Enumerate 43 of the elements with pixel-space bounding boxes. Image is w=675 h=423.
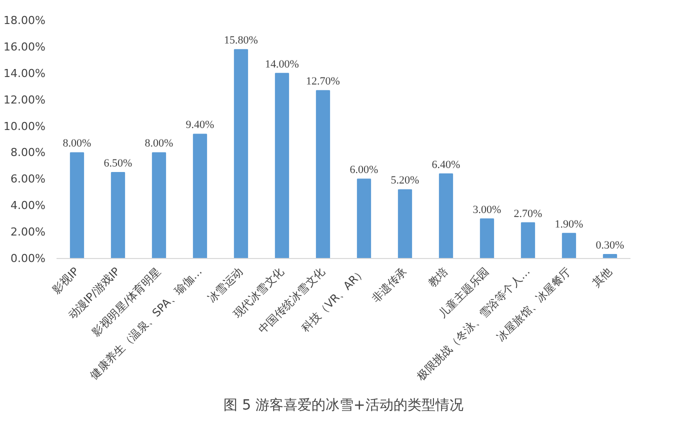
bar [316, 90, 330, 258]
y-tick-label: 18.00% [4, 14, 46, 27]
bar [398, 189, 412, 258]
bar [110, 172, 126, 258]
data-label: 15.80% [224, 34, 258, 47]
bar [562, 232, 576, 258]
bar [70, 152, 84, 258]
y-tick-label: 0.00% [10, 252, 46, 265]
caption: 图 5 游客喜爱的冰雪+活动的类型情况 [224, 398, 464, 414]
y-tick-label: 4.00% [10, 199, 46, 212]
data-label: 0.30% [596, 240, 624, 252]
data-label: 9.40% [186, 119, 214, 132]
y-tick-label: 10.00% [4, 120, 46, 133]
x-tick-label: 教培 [426, 264, 451, 290]
data-label: 12.70% [306, 76, 340, 88]
x-tick-label: 影视IP [50, 264, 82, 297]
bar [602, 254, 618, 258]
bar [152, 152, 166, 258]
bar [234, 49, 248, 258]
x-tick-label: 非遗传承 [369, 264, 410, 306]
y-tick-label: 12.00% [4, 93, 46, 106]
bar [480, 218, 494, 258]
data-label: 8.00% [144, 138, 174, 150]
data-label: 6.00% [350, 164, 378, 176]
y-tick-label: 14.00% [4, 66, 46, 80]
y-tick-label: 2.00% [10, 226, 46, 239]
data-label: 1.90% [554, 218, 584, 230]
bar [192, 134, 208, 258]
data-label: 6.50% [104, 158, 132, 170]
bar [274, 72, 290, 258]
data-label: 14.00% [265, 58, 299, 70]
y-tick-label: 16.00% [4, 40, 46, 54]
y-tick-label: 6.00% [10, 172, 46, 186]
bar [438, 173, 454, 258]
data-label: 5.20% [390, 174, 420, 187]
data-label: 2.70% [514, 208, 542, 220]
data-label: 6.40% [432, 158, 460, 171]
data-label: 3.00% [472, 204, 502, 216]
y-tick-label: 8.00% [10, 146, 46, 160]
x-tick-label: 其他 [590, 264, 615, 290]
data-label: 8.00% [62, 138, 92, 150]
bar [520, 222, 536, 258]
bar [356, 178, 372, 258]
